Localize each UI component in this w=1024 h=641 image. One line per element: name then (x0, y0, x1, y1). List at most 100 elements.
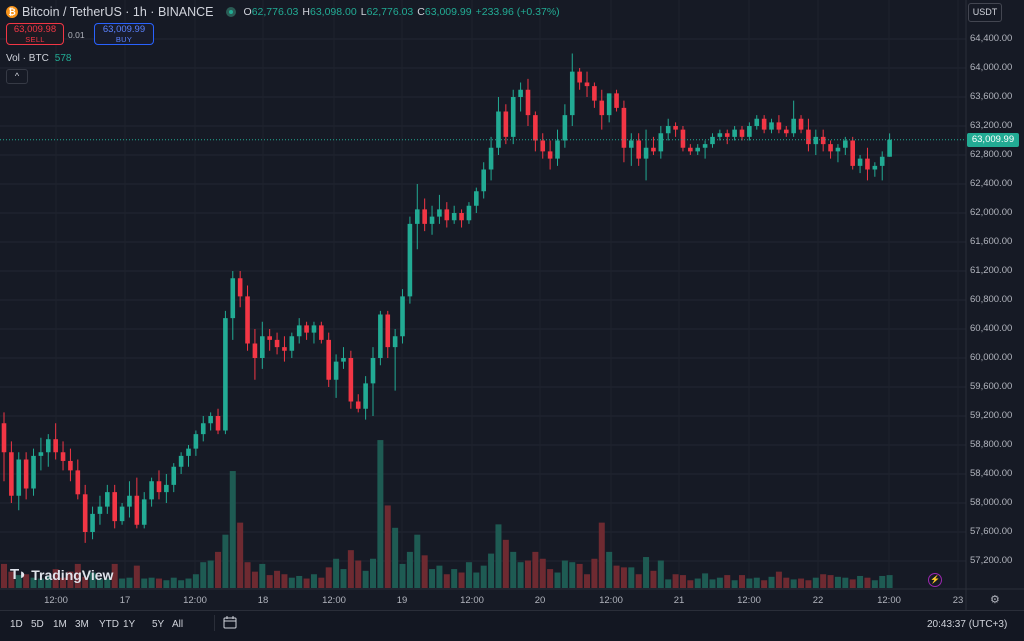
volume-bar (45, 575, 52, 588)
range-button-3m[interactable]: 3M (75, 619, 89, 630)
go-to-date-icon[interactable] (223, 616, 237, 629)
candle-body (510, 97, 516, 137)
candle-body (407, 223, 413, 297)
volume-bar (23, 574, 30, 588)
candle (245, 285, 250, 351)
candle-body (119, 506, 125, 522)
price-tick-label: 58,400.00 (970, 468, 1013, 479)
volume-bar (488, 553, 495, 588)
candle-body (444, 209, 450, 221)
time-tick-label: 12:00 (877, 595, 901, 606)
volume-bar (281, 574, 288, 588)
volume-bar (15, 575, 22, 588)
candle-body (178, 455, 184, 467)
candle-body (533, 115, 538, 141)
candle (326, 332, 332, 387)
candle (732, 126, 737, 141)
candle-body (747, 126, 752, 137)
candle (38, 437, 44, 471)
range-button-5y[interactable]: 5Y (152, 619, 165, 630)
candle-body (311, 325, 317, 333)
candle (887, 133, 892, 157)
range-button-1y[interactable]: 1Y (123, 619, 136, 630)
range-button-all[interactable]: All (172, 619, 184, 630)
volume-bar (451, 569, 458, 588)
volume-bar (170, 577, 177, 588)
range-button-5d[interactable]: 5D (31, 619, 44, 630)
clock-timezone[interactable]: 20:43:37 (UTC+3) (927, 619, 1008, 630)
lightning-icon[interactable]: ⚡ (928, 573, 942, 587)
candle-body (186, 448, 191, 456)
candle-body (843, 140, 848, 148)
candle (835, 144, 841, 163)
candle-body (783, 129, 789, 134)
volume-bar (222, 534, 229, 588)
candle-body (230, 278, 236, 319)
candle-body (879, 156, 885, 166)
collapse-legend-button[interactable]: ^ (6, 69, 28, 84)
volume-bar (333, 558, 340, 588)
candle (208, 412, 213, 431)
volume-bar (37, 578, 44, 588)
range-button-1m[interactable]: 1M (53, 619, 67, 630)
candle-body (732, 129, 737, 137)
volume-bar (864, 577, 871, 588)
candle-body (378, 314, 383, 358)
volume-bar (650, 570, 657, 588)
candle (119, 503, 125, 525)
symbol-title[interactable]: Bitcoin / TetherUS · 1h · BINANCE (22, 5, 214, 19)
volume-bar (104, 578, 111, 588)
candle (422, 198, 427, 232)
volume-bar (429, 569, 436, 588)
candle-body (45, 439, 51, 453)
candle-body (828, 144, 833, 152)
candle (9, 441, 14, 503)
candle (75, 459, 81, 500)
buy-button[interactable]: 63,009.99 BUY (94, 23, 154, 45)
candle (289, 332, 295, 358)
candle-body (680, 129, 686, 148)
candle (783, 126, 789, 137)
volume-bar (414, 534, 421, 588)
range-button-1d[interactable]: 1D (10, 619, 23, 630)
volume-bar (148, 577, 155, 588)
gear-icon[interactable]: ⚙ (990, 594, 1000, 606)
bitcoin-icon: ₿ (6, 6, 18, 18)
volume-bar (362, 570, 369, 588)
buy-label: BUY (115, 35, 133, 44)
candle (82, 484, 88, 543)
candle (629, 133, 634, 166)
candle (237, 271, 243, 308)
volume-bar (709, 579, 716, 588)
currency-selector[interactable]: USDT (968, 3, 1002, 22)
candle (260, 321, 265, 369)
volume-bar (687, 580, 694, 588)
candle (584, 71, 590, 97)
candle-body (141, 499, 147, 525)
candle (621, 100, 627, 163)
candle-body (429, 216, 435, 224)
candle-body (68, 460, 73, 471)
candle-body (592, 86, 597, 101)
candle-body (38, 452, 44, 456)
candle (724, 129, 730, 145)
volume-bar (694, 578, 701, 588)
volume-bar (628, 567, 635, 588)
sell-button[interactable]: 63,009.98 SELL (6, 23, 64, 45)
candle-body (872, 165, 878, 170)
open-key: O (243, 6, 252, 18)
volume-bar (185, 578, 192, 588)
candle-body (857, 158, 863, 166)
candle (252, 329, 258, 380)
candle-body (215, 416, 221, 431)
range-button-ytd[interactable]: YTD (99, 619, 119, 630)
volume-bar (879, 575, 886, 588)
volume-bar (768, 576, 775, 588)
volume-bar (775, 571, 782, 588)
candle (141, 492, 147, 529)
price-chart[interactable] (0, 0, 1024, 610)
volume-bar (702, 573, 709, 588)
candle-body (865, 158, 870, 170)
tradingview-logo[interactable]: T◗ TradingView (10, 566, 113, 583)
candle (451, 205, 457, 224)
